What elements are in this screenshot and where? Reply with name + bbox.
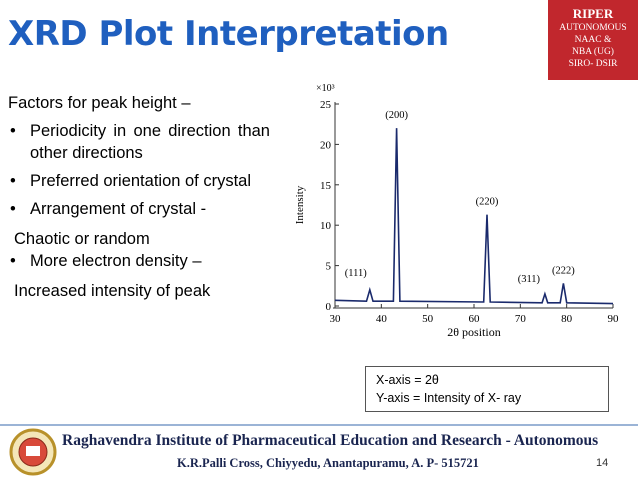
y-multiplier: ×10³ [316,83,335,94]
page-number: 14 [596,457,609,469]
bullet-sub: Increased intensity of peak [14,282,211,300]
xrd-curve [334,128,614,305]
x-tick-label: 40 [376,313,388,325]
x-tick-label: 70 [515,313,527,325]
bullet-sub: Chaotic or random [14,230,150,248]
x-tick-label: 90 [608,313,620,325]
note-line: Y-axis = Intensity of X- ray [376,391,522,405]
badge-line: SIRO- DSIR [568,59,618,69]
peak-label: (222) [552,265,575,276]
y-tick-label: 15 [320,180,332,192]
y-tick-label: 10 [320,220,332,232]
x-tick-label: 80 [561,313,573,325]
content: Factors for peak height – Periodicity in… [8,92,270,302]
institute-name: Raghavendra Institute of Pharmaceutical … [62,432,599,449]
badge-line: NAAC & [574,35,612,45]
y-axis-label: Intensity [294,185,306,224]
bullet-item: Periodicity in one direction than other … [8,120,270,164]
y-tick-label: 5 [326,261,332,273]
peak-label: (111) [345,268,367,279]
slide-title: XRD Plot Interpretation [8,14,449,54]
footer-rule [0,424,638,426]
peak-label: (200) [385,110,408,121]
bullet-item: Preferred orientation of crystal [8,170,270,192]
badge-line: NBA (UG) [572,47,614,57]
institute-address: K.R.Palli Cross, Chiyyedu, Anantapuramu,… [177,456,479,470]
bullet-item: Arrangement of crystal - [8,198,270,220]
badge-line: AUTONOMOUS [559,23,627,33]
x-axis-label: 2θ position [447,325,500,339]
logo [9,428,57,476]
y-tick-label: 20 [320,139,332,151]
x-tick-label: 60 [469,313,481,325]
note-box: X-axis = 2θ Y-axis = Intensity of X- ray [365,366,609,412]
x-tick-label: 50 [422,313,434,325]
badge: RIPER AUTONOMOUS NAAC & NBA (UG) SIRO- D… [548,0,638,80]
heading: Factors for peak height – [8,94,191,112]
note-line: X-axis = 2θ [376,373,439,387]
x-tick-label: 30 [330,313,342,325]
peak-label: (311) [518,274,541,285]
y-tick-label: 0 [326,301,332,313]
bullet-item: More electron density – [8,250,270,272]
peak-label: (220) [476,197,499,208]
y-tick-label: 25 [320,99,332,111]
badge-line: RIPER [572,6,614,21]
